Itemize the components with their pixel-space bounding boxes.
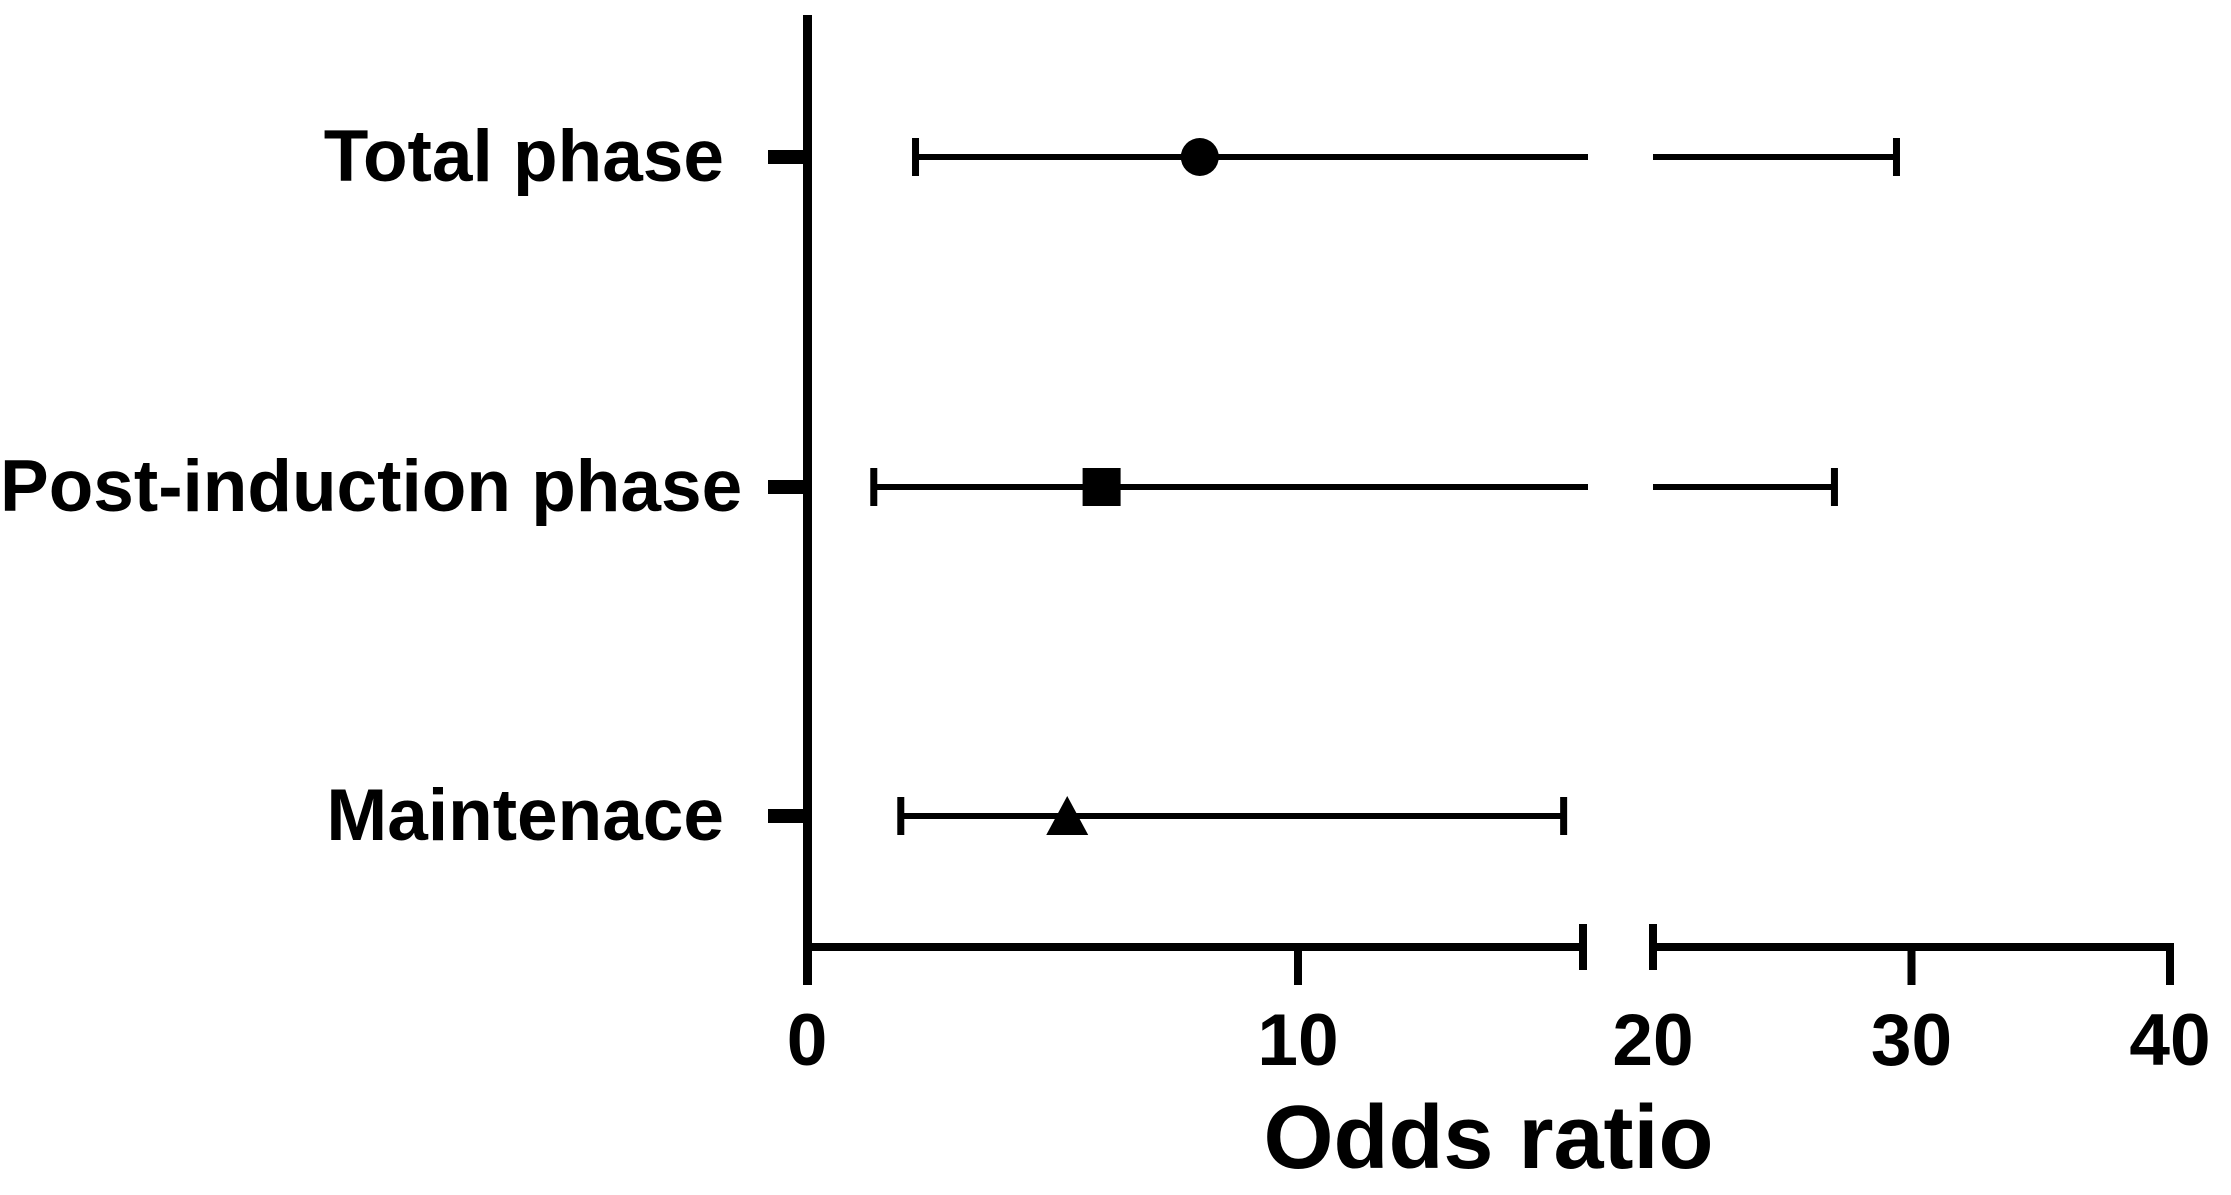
ci-line-left-total-phase — [915, 154, 1588, 160]
x-tick — [1907, 947, 1916, 985]
ci-cap-high-maintenace — [1560, 797, 1568, 835]
marker-circle-total-phase — [1180, 138, 1219, 176]
marker-square-post-induction-phase — [1082, 468, 1121, 506]
ci-line-left-post-induction-phase — [873, 484, 1588, 490]
ci-cap-high-post-induction-phase — [1830, 468, 1838, 506]
ci-line-right-total-phase — [1653, 154, 1896, 160]
y-axis-line — [803, 15, 812, 985]
y-axis-row-tick-post-induction-phase — [768, 480, 807, 494]
x-tick-label: 20 — [1612, 1000, 1693, 1081]
marker-triangle-maintenace — [1046, 796, 1089, 835]
x-tick-label: 40 — [2129, 1000, 2210, 1081]
ci-cap-low-maintenace — [897, 797, 905, 835]
x-tick-label: 10 — [1257, 1000, 1338, 1081]
y-axis-row-tick-maintenace — [768, 809, 807, 823]
x-tick-label: 0 — [787, 1000, 828, 1081]
ci-cap-high-total-phase — [1892, 138, 1900, 176]
x-tick — [803, 947, 811, 985]
category-label-post-induction-phase: Post-induction phase — [0, 446, 743, 527]
category-label-total-phase: Total phase — [323, 116, 724, 197]
x-tick — [1294, 947, 1302, 985]
y-axis-row-tick-total-phase — [768, 150, 807, 164]
x-tick — [2166, 947, 2174, 985]
ci-cap-low-post-induction-phase — [870, 468, 878, 506]
x-axis-left-segment — [807, 943, 1583, 951]
ci-cap-low-total-phase — [912, 138, 920, 176]
axis-break-mark — [1579, 924, 1587, 970]
axis-break-mark — [1649, 924, 1657, 970]
ci-line-right-post-induction-phase — [1653, 484, 1834, 490]
x-tick-label: 30 — [1871, 1000, 1952, 1081]
category-label-maintenance: Maintenace — [326, 775, 724, 856]
ci-line-maintenace — [900, 813, 1564, 819]
x-axis-title: Odds ratio — [1263, 1088, 1714, 1188]
